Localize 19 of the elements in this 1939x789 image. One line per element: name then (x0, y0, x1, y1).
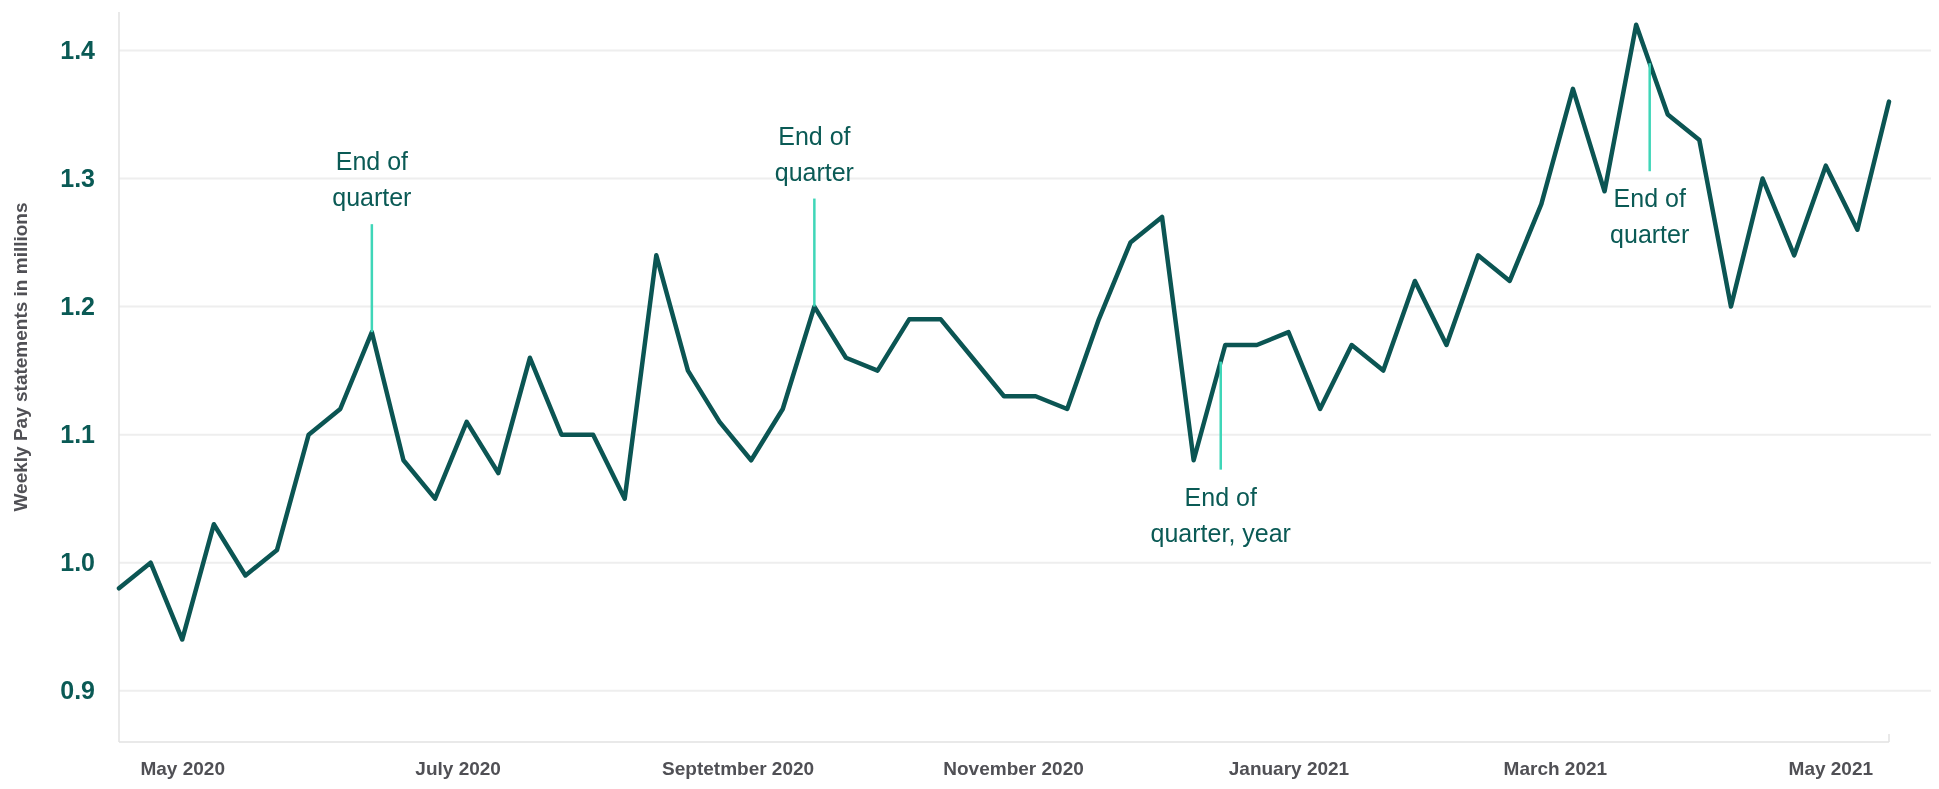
annotation: End of quarter (1610, 184, 1690, 249)
annotation: End of quarter, year (1150, 482, 1291, 547)
x-tick-label: January 2021 (1228, 758, 1350, 780)
x-tick-label: Septetmber 2020 (662, 758, 815, 780)
x-tick-label: November 2020 (943, 758, 1084, 780)
y-tick-label: 0.9 (60, 676, 95, 705)
line-series (116, 22, 1892, 642)
x-tick-label: July 2020 (415, 758, 501, 780)
annotation: End of quarter (332, 147, 412, 212)
y-tick-label: 1.2 (60, 292, 95, 321)
y-tick-label: 1.3 (60, 163, 95, 192)
y-tick-label: 1.4 (60, 35, 96, 64)
y-tick-label: 1.1 (60, 420, 96, 449)
y-tick-label: 1.0 (60, 548, 95, 577)
x-tick-label: March 2021 (1503, 758, 1608, 780)
x-tick-label: May 2020 (140, 758, 225, 780)
annotation: End of quarter (774, 121, 854, 186)
y-axis-title: Weekly Pay statements in millions (10, 202, 31, 512)
x-tick-label: May 2021 (1788, 758, 1874, 780)
